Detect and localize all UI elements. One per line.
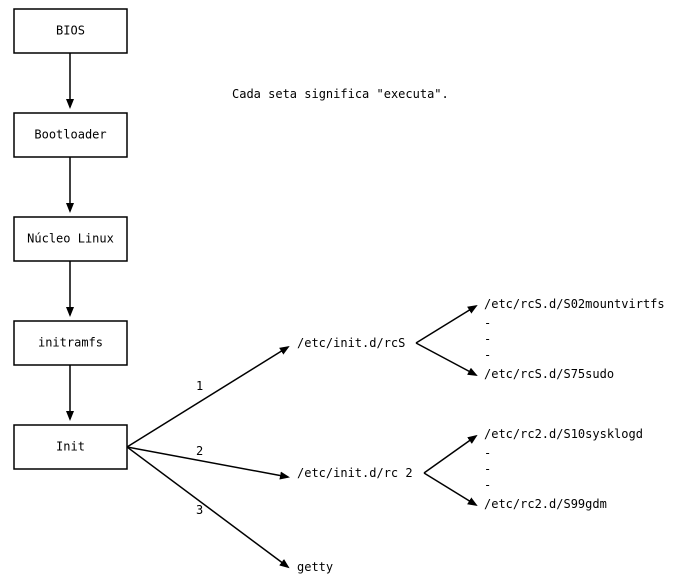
text-rcS: /etc/init.d/rcS <box>297 336 405 350</box>
boot-sequence-diagram: 1 2 3 BIOS Bootloader Núcleo Linux initramfs I… <box>0 0 682 583</box>
edge-e-rcS-sudo <box>416 343 476 375</box>
node-label-init: Init <box>56 440 85 454</box>
text-getty: getty <box>297 560 333 574</box>
edge-e-init-getty <box>127 447 288 567</box>
text-rc2: /etc/init.d/rc 2 <box>297 466 413 480</box>
edge-label-e-init-getty: 3 <box>196 503 203 517</box>
edge-e-rcS-mount <box>416 306 476 343</box>
node-label-kernel: Núcleo Linux <box>27 232 114 246</box>
text-dash1c: - <box>484 348 491 362</box>
node-init: Init <box>14 425 127 469</box>
edge-label-e-init-rcS: 1 <box>196 379 203 393</box>
text-gdm: /etc/rc2.d/S99gdm <box>484 497 607 511</box>
text-dash2b: - <box>484 462 491 476</box>
labels-layer: /etc/init.d/rcS/etc/rcS.d/S02mountvirtfs… <box>297 297 665 574</box>
text-dash1a: - <box>484 316 491 330</box>
node-label-initramfs: initramfs <box>38 336 103 350</box>
node-kernel: Núcleo Linux <box>14 217 127 261</box>
diagram-caption: Cada seta significa "executa". <box>232 87 449 101</box>
text-mountv: /etc/rcS.d/S02mountvirtfs <box>484 297 665 311</box>
text-dash1b: - <box>484 332 491 346</box>
node-bios: BIOS <box>14 9 127 53</box>
text-dash2a: - <box>484 446 491 460</box>
text-dash2c: - <box>484 478 491 492</box>
edge-e-init-rcS <box>127 347 288 447</box>
node-boot: Bootloader <box>14 113 127 157</box>
node-label-bios: BIOS <box>56 24 85 38</box>
edges-layer: 1 2 3 <box>70 53 476 567</box>
edge-e-rc2-gdm <box>424 473 476 505</box>
node-initramfs: initramfs <box>14 321 127 365</box>
edge-e-init-rc2 <box>127 447 288 477</box>
text-sudo: /etc/rcS.d/S75sudo <box>484 367 614 381</box>
text-sysklogd: /etc/rc2.d/S10sysklogd <box>484 427 643 441</box>
edge-e-rc2-sysk <box>424 436 476 473</box>
node-label-boot: Bootloader <box>34 128 106 142</box>
edge-label-e-init-rc2: 2 <box>196 444 203 458</box>
